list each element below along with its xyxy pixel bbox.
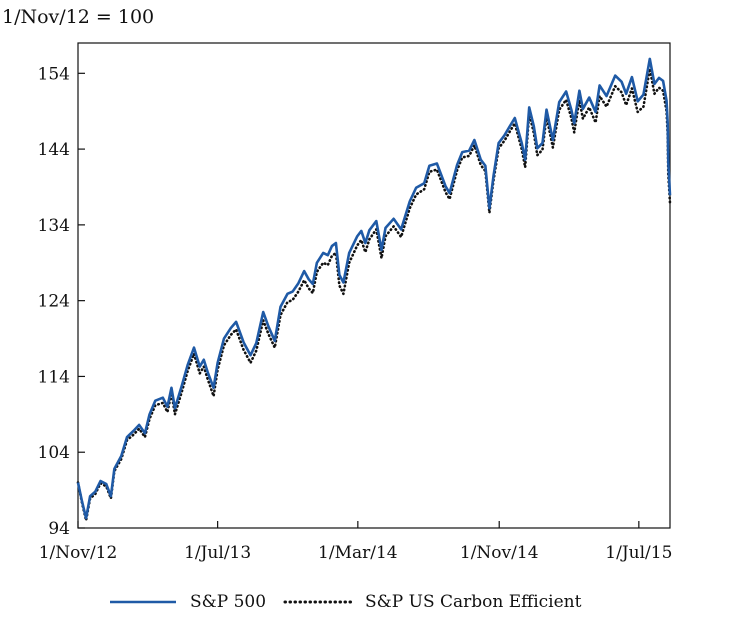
y-tick-label: 114: [38, 367, 70, 387]
legend-label: S&P 500: [190, 592, 266, 612]
x-axis: 1/Nov/12 1/Jul/13 1/Mar/14 1/Nov/14 1/Jul/15: [39, 521, 672, 563]
x-tick-label: 1/Mar/14: [318, 543, 398, 563]
series-line-s-p-us-carbon-efficient: [76, 67, 672, 522]
y-tick-label: 154: [38, 64, 70, 84]
x-tick-label: 1/Jul/13: [184, 543, 251, 563]
y-axis: 94 104 114 124 134 144 154: [38, 64, 85, 539]
x-tick-label: 1/Nov/14: [460, 543, 539, 563]
y-axis-unit-label: 1/Nov/12 = 100: [2, 6, 154, 28]
series-layer: [76, 57, 672, 522]
legend-label: S&P US Carbon Efficient: [365, 592, 582, 612]
y-tick-label: 144: [38, 140, 70, 160]
y-tick-label: 134: [38, 216, 70, 236]
y-tick-label: 94: [48, 519, 70, 539]
plot-area-frame: [77, 42, 671, 529]
x-tick-label: 1/Nov/12: [39, 543, 118, 563]
y-tick-label: 124: [38, 292, 70, 312]
legend: S&P 500 S&P US Carbon Efficient: [110, 592, 582, 612]
y-tick-label: 104: [38, 443, 70, 463]
x-tick-label: 1/Jul/15: [605, 543, 672, 563]
series-line-s-p-500: [76, 57, 672, 520]
